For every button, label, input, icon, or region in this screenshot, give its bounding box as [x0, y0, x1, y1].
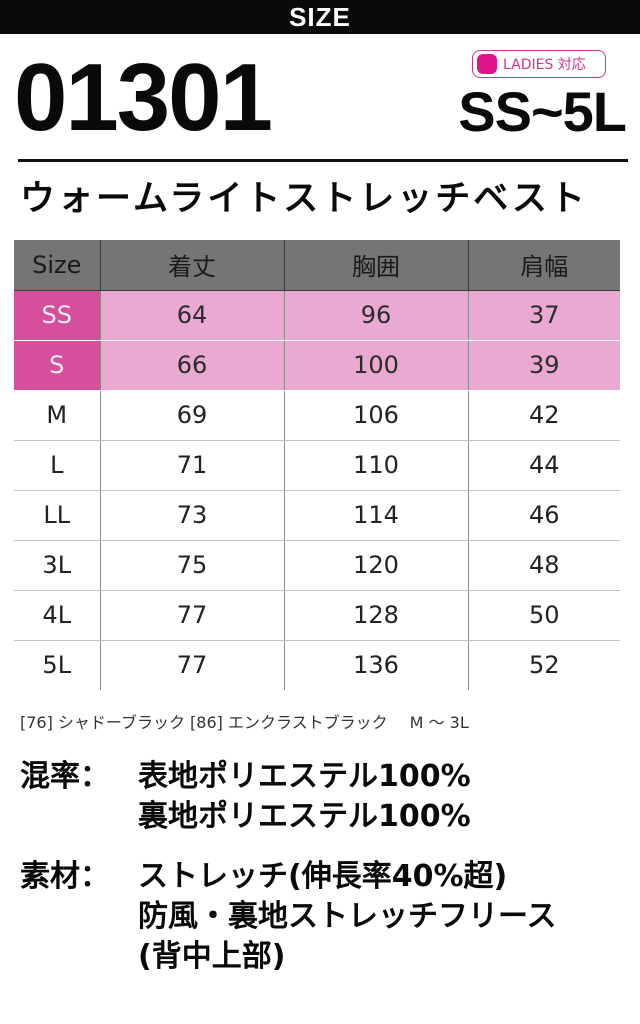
table-row: S 66 100 39	[14, 340, 620, 391]
color-size-range: M 〜 3L	[409, 713, 469, 732]
cell-size: M	[14, 390, 100, 441]
material-label: 素材：	[20, 859, 110, 894]
cell-shoulder: 37	[467, 290, 620, 341]
header-chest: 胸囲	[283, 240, 468, 291]
cell-chest: 136	[283, 640, 468, 690]
cell-length: 71	[99, 440, 284, 491]
cell-chest: 100	[283, 340, 468, 391]
table-row: L 71 110 44	[14, 440, 620, 491]
size-table: Size 着丈 胸囲 肩幅 SS 64 96 37 S 66 100 39 M 69 106 42 L 7…	[14, 240, 620, 690]
table-row: M 69 106 42	[14, 390, 620, 441]
table-row: 3L 75 120 48	[14, 540, 620, 591]
cell-chest: 128	[283, 590, 468, 641]
cell-length: 77	[99, 640, 284, 690]
table-row: LL 73 114 46	[14, 490, 620, 541]
cell-size: S	[14, 340, 100, 391]
cell-shoulder: 46	[467, 490, 620, 541]
pink-square-icon	[477, 54, 497, 74]
cell-size: SS	[14, 290, 100, 341]
material-line: (背中上部)	[138, 939, 286, 974]
cell-chest: 110	[283, 440, 468, 491]
cell-size: L	[14, 440, 100, 491]
cell-length: 64	[99, 290, 284, 341]
mix-values: 表地ポリエステル100% 裏地ポリエステル100%	[138, 757, 471, 837]
table-row: 4L 77 128 50	[14, 590, 620, 641]
color-options: [76] シャドーブラック [86] エンクラストブラック M 〜 3L	[20, 709, 469, 733]
cell-size: 5L	[42, 651, 72, 680]
ladies-badge-label: LADIES 対応	[503, 57, 586, 73]
cell-shoulder: 42	[467, 390, 620, 441]
cell-shoulder: 39	[467, 340, 620, 391]
fabric-material: 素材： ストレッチ(伸長率40%超) 防風・裏地ストレッチフリース (背中上部)	[20, 857, 630, 977]
material-line: ストレッチ(伸長率40%超)	[138, 859, 508, 894]
size-range: SS~5L	[458, 80, 627, 143]
size-banner: SIZE	[0, 0, 640, 34]
banner-title: SIZE	[289, 1, 351, 32]
cell-shoulder: 52	[467, 640, 620, 690]
ladies-badge: LADIES 対応	[472, 50, 606, 78]
mix-line: 表地ポリエステル100%	[138, 759, 471, 794]
table-row: SS 64 96 37	[14, 290, 620, 341]
cell-length: 75	[99, 540, 284, 591]
material-line: 防風・裏地ストレッチフリース	[138, 899, 557, 934]
cell-length: 77	[99, 590, 284, 641]
cell-chest: 106	[283, 390, 468, 441]
header-shoulder: 肩幅	[467, 240, 620, 291]
fabric-mix: 混率： 表地ポリエステル100% 裏地ポリエステル100%	[20, 757, 620, 837]
cell-shoulder: 44	[467, 440, 620, 491]
cell-chest: 114	[283, 490, 468, 541]
cell-shoulder: 48	[467, 540, 620, 591]
cell-size: 4L	[14, 590, 100, 641]
table-header-row: Size 着丈 胸囲 肩幅	[14, 240, 620, 291]
product-name: ウォームライトストレッチベスト	[20, 179, 588, 219]
header-length: 着丈	[99, 240, 284, 291]
material-values: ストレッチ(伸長率40%超) 防風・裏地ストレッチフリース (背中上部)	[138, 857, 557, 977]
mix-line: 裏地ポリエステル100%	[138, 799, 471, 834]
cell-chest: 120	[283, 540, 468, 591]
model-number: 01301	[14, 44, 273, 151]
cell-length: 66	[99, 340, 284, 391]
color-list: [76] シャドーブラック [86] エンクラストブラック	[20, 713, 388, 732]
table-row: 5L 77 136 52	[14, 640, 620, 690]
cell-chest: 96	[283, 290, 468, 341]
cell-size: 3L	[14, 540, 100, 591]
cell-length: 69	[99, 390, 284, 441]
mix-label: 混率：	[20, 759, 110, 794]
title-divider	[18, 159, 628, 162]
header-size: Size	[14, 240, 100, 291]
cell-length: 73	[99, 490, 284, 541]
cell-shoulder: 50	[467, 590, 620, 641]
cell-size: LL	[14, 490, 100, 541]
